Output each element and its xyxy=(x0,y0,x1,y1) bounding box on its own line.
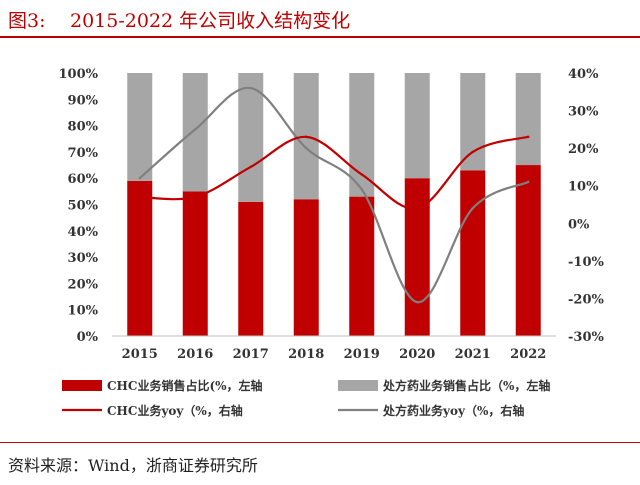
bar-rx-2015 xyxy=(127,73,153,181)
point-chc-2015 xyxy=(138,195,141,199)
point-chc-2016 xyxy=(194,195,197,199)
left-tick-label: 10% xyxy=(68,304,99,319)
point-chc-2019 xyxy=(360,173,363,176)
x-axis: 2015 2016 2017 2018 2019 2020 2021 2022 xyxy=(112,335,556,362)
left-tick-label: 70% xyxy=(68,146,99,161)
bar-rx-2021 xyxy=(460,73,486,171)
bar-chc-2018 xyxy=(293,199,319,336)
bar-chc-2015 xyxy=(127,180,153,336)
figure-title: 图3: 2015-2022 年公司收入结构变化 xyxy=(8,6,350,33)
bar-chc-2020 xyxy=(404,178,430,336)
bar-chc-2019 xyxy=(349,196,375,336)
x-tick-label: 2015 xyxy=(122,347,158,362)
bar-rx-2016 xyxy=(182,73,208,192)
bar-chc-2021 xyxy=(460,170,486,336)
x-tick-label: 2017 xyxy=(233,347,269,362)
title-divider xyxy=(0,36,640,38)
point-rx-2017 xyxy=(249,86,252,90)
right-tick-label: 20% xyxy=(568,142,599,157)
point-rx-2015 xyxy=(138,177,141,180)
legend-label-0: CHC业务销售占比(%，左轴 xyxy=(107,378,263,393)
figure-label: 图3: xyxy=(8,10,46,32)
left-tick-label: 80% xyxy=(68,120,99,135)
point-rx-2016 xyxy=(194,128,197,131)
left-axis: 0% 10% 20% 30% 40% 50% 60% 70% 80% 90% 100% xyxy=(59,67,99,345)
left-tick-label: 90% xyxy=(68,93,99,108)
bar-rx-2022 xyxy=(515,73,541,166)
line-chc-yoy xyxy=(139,135,529,210)
right-tick-label: -20% xyxy=(568,292,604,307)
source-divider xyxy=(0,442,640,443)
bar-rx-2017 xyxy=(238,73,264,202)
source-note: 资料来源：Wind，浙商证券研究所 xyxy=(8,456,258,475)
x-tick-label: 2018 xyxy=(288,347,324,362)
bar-rx-2019 xyxy=(349,73,375,197)
bar-chc-2016 xyxy=(182,191,208,336)
bar-rx-2020 xyxy=(404,73,430,179)
left-tick-label: 20% xyxy=(68,277,99,292)
legend: CHC业务销售占比(%，左轴 处方药业务销售占比（%，左轴 CHC业务yoy（%，右… xyxy=(62,378,550,418)
x-tick-label: 2021 xyxy=(455,347,491,362)
point-rx-2020 xyxy=(416,300,419,304)
legend-label-2: CHC业务yoy（%，右轴 xyxy=(107,403,243,418)
left-tick-label: 40% xyxy=(68,225,99,240)
legend-label-3: 处方药业务yoy（%，右轴 xyxy=(382,403,524,418)
bar-chc-2022 xyxy=(515,165,541,336)
x-tick-label: 2022 xyxy=(510,347,546,362)
left-tick-label: 30% xyxy=(68,251,99,266)
point-rx-2022 xyxy=(527,180,530,184)
point-rx-2021 xyxy=(471,207,474,210)
legend-label-1: 处方药业务销售占比（%，左轴 xyxy=(382,378,550,393)
point-rx-2019 xyxy=(360,188,363,191)
left-tick-label: 60% xyxy=(68,172,99,187)
right-tick-label: 0% xyxy=(568,217,590,232)
figure-title-text: 2015-2022 年公司收入结构变化 xyxy=(70,10,351,32)
right-tick-label: -10% xyxy=(568,255,604,270)
point-chc-2017 xyxy=(249,165,252,169)
right-tick-label: 30% xyxy=(568,105,599,120)
plot-area xyxy=(127,73,541,336)
left-tick-label: 0% xyxy=(77,330,99,345)
point-chc-2021 xyxy=(471,150,474,154)
chart: 0% 10% 20% 30% 40% 50% 60% 70% 80% 90% 100% -30% -2… xyxy=(59,67,605,418)
left-tick-label: 50% xyxy=(68,199,99,214)
x-tick-label: 2020 xyxy=(399,347,435,362)
line-rx-yoy xyxy=(139,86,529,304)
point-chc-2022 xyxy=(527,135,530,139)
right-tick-label: -30% xyxy=(568,330,604,345)
point-rx-2018 xyxy=(305,146,308,150)
right-tick-label: 40% xyxy=(568,67,599,82)
legend-swatch-1 xyxy=(338,380,378,391)
left-tick-label: 100% xyxy=(59,67,99,82)
legend-swatch-0 xyxy=(62,380,102,391)
point-chc-2018 xyxy=(305,135,308,139)
point-chc-2020 xyxy=(416,207,419,210)
right-tick-label: 10% xyxy=(568,180,599,195)
x-tick-label: 2019 xyxy=(344,347,380,362)
right-axis: -30% -20% -10% 0% 10% 20% 30% 40% xyxy=(568,67,604,345)
bar-chc-2017 xyxy=(238,201,264,336)
x-tick-label: 2016 xyxy=(177,347,213,362)
